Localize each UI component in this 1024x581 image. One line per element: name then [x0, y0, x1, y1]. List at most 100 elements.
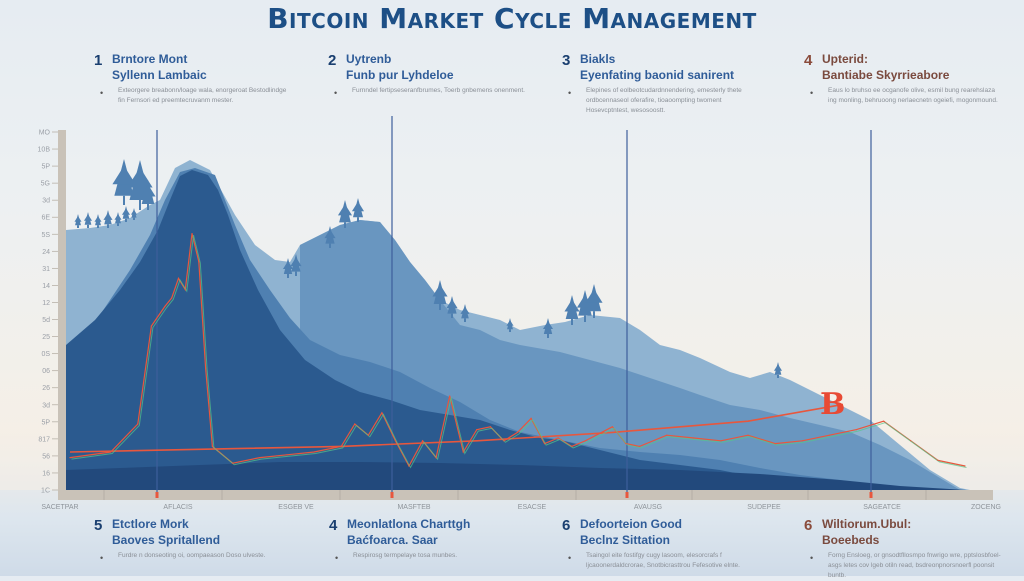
- card-heading: Wiltiorum.Ubul:: [822, 517, 912, 531]
- card-number: 5: [94, 517, 103, 534]
- card-number: 1: [94, 52, 103, 69]
- tree-icon: [290, 254, 302, 276]
- card-number: 3: [562, 52, 571, 69]
- price-point: [367, 434, 369, 436]
- price-point: [259, 457, 261, 459]
- y-tick-label: 06: [42, 368, 50, 375]
- y-tick-label: 0S: [41, 351, 50, 358]
- tree-icon: [114, 212, 122, 226]
- x-tick-label: SUDEPEE: [747, 504, 781, 511]
- price-point: [394, 440, 397, 442]
- y-tick-label: 31: [42, 266, 50, 273]
- y-tick-label: 14: [42, 283, 50, 290]
- price-point: [435, 457, 437, 459]
- price-point: [516, 431, 519, 433]
- trend-line: [69, 403, 844, 453]
- card-heading: Brntore Mont: [112, 52, 188, 66]
- price-point: [828, 434, 830, 436]
- tree-icon: [506, 318, 514, 332]
- card-heading: Uytrenb: [346, 52, 392, 66]
- price-point: [340, 445, 342, 447]
- card-heading: Upterid:: [822, 52, 868, 66]
- price-point: [625, 443, 627, 445]
- price-point: [171, 297, 173, 299]
- tree-icon: [324, 226, 336, 248]
- tree-icon: [103, 210, 113, 228]
- y-tick-label: 3d: [42, 198, 50, 205]
- bitcoin-icon: B: [820, 387, 845, 422]
- y-axis-bar: [58, 130, 66, 492]
- price-points: [69, 233, 966, 467]
- y-tick-label: 817: [38, 436, 50, 443]
- phase-marker: [869, 492, 873, 498]
- price-point: [720, 440, 722, 442]
- card-body: Eaus lo bruhso ee ocganofe olive, esmil …: [828, 87, 998, 104]
- x-axis-bar: [58, 490, 993, 500]
- tree-icon: [282, 258, 294, 278]
- card-number: 4: [804, 52, 813, 69]
- card-body: Respirosg termpelaye tosa munbes.: [353, 552, 458, 559]
- bullet-icon: •: [335, 553, 339, 563]
- card-body: Exteorgere breabonn/loage wala, enorgero…: [118, 87, 287, 104]
- card-number: 6: [804, 517, 813, 534]
- bullet-icon: •: [810, 88, 814, 98]
- tree-icon: [446, 296, 458, 318]
- price-point: [421, 440, 424, 442]
- x-tick-label: SACETPAR: [41, 504, 78, 511]
- y-tick-label: 10B: [38, 147, 51, 154]
- price-point: [638, 445, 641, 447]
- price-point: [855, 429, 858, 431]
- bullet-icon: •: [100, 553, 104, 563]
- y-tick-label: 5d: [42, 317, 50, 324]
- price-point: [476, 429, 478, 431]
- price-point: [910, 440, 912, 442]
- price-point: [462, 451, 464, 453]
- tree-icon: [351, 198, 365, 222]
- y-tick-label: 25: [42, 334, 50, 341]
- card-subheading: Syllenn Lambaic: [112, 68, 207, 82]
- price-point: [191, 233, 193, 235]
- price-point: [110, 451, 112, 453]
- mountain-layer-dark: [66, 170, 880, 490]
- y-tick-label: 5P: [41, 164, 50, 171]
- price-point: [408, 465, 410, 467]
- card-heading: Biakls: [580, 52, 616, 66]
- tree-icon: [337, 200, 353, 228]
- price-point: [503, 440, 505, 442]
- tree-icon: [432, 280, 448, 310]
- x-axis-ticks: SACETPAR AFLACIS ESGEB VE MASFTEB ESACSE AVAU…: [41, 490, 1001, 511]
- tree-icon: [542, 318, 554, 338]
- bullet-icon: •: [810, 553, 814, 563]
- y-tick-label: 26: [42, 385, 50, 392]
- card-body: Forng Ensloeg, or gnsodtfllosmpo fnwrigo…: [828, 552, 1001, 579]
- price-point: [232, 462, 234, 464]
- price-point: [218, 451, 220, 453]
- x-tick-label: ESACSE: [518, 504, 547, 511]
- x-tick-label: ZOCENG: [971, 504, 1001, 511]
- tree-icon: [74, 214, 82, 228]
- card-subheading: Bantiabe Skyrrieabore: [822, 68, 950, 82]
- price-point: [177, 277, 180, 279]
- tree-silhouettes: [74, 159, 783, 378]
- price-point: [489, 426, 491, 428]
- price-point: [313, 451, 315, 453]
- card-subheading: Beclnz Sittation: [580, 533, 671, 547]
- price-point: [666, 434, 668, 436]
- tree-icon: [460, 304, 470, 322]
- y-tick-label: 5P: [41, 419, 50, 426]
- card-number: 6: [562, 517, 571, 534]
- bullet-icon: •: [568, 88, 572, 98]
- bullet-icon: •: [334, 88, 338, 98]
- x-tick-label: AVAUSG: [634, 504, 662, 511]
- y-tick-label: 5G: [41, 181, 50, 188]
- card-heading: Etctlore Mork: [112, 517, 189, 531]
- y-tick-label: 16: [42, 470, 50, 477]
- bullet-icon: •: [568, 553, 572, 563]
- price-point: [774, 443, 776, 445]
- card-body: Furdre n donseoting oi, oompaeason Doso …: [118, 552, 266, 559]
- price-point: [937, 459, 939, 461]
- price-point: [964, 465, 966, 467]
- mountain-layer-front: [66, 462, 966, 490]
- price-point: [137, 423, 139, 425]
